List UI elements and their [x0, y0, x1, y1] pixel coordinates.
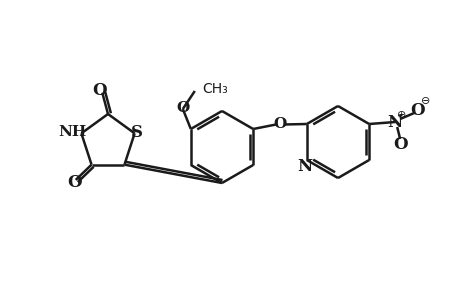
- Text: O: O: [392, 136, 407, 152]
- Text: O: O: [176, 101, 189, 115]
- Text: ⊖: ⊖: [420, 96, 430, 106]
- Text: ⊕: ⊕: [397, 110, 406, 120]
- Text: O: O: [67, 174, 82, 191]
- Text: NH: NH: [58, 125, 86, 139]
- Text: S: S: [130, 124, 142, 141]
- Text: O: O: [409, 101, 424, 118]
- Text: N: N: [297, 158, 312, 175]
- Text: CH₃: CH₃: [202, 82, 227, 96]
- Text: O: O: [92, 82, 106, 99]
- Text: O: O: [273, 116, 286, 130]
- Text: N: N: [387, 113, 402, 130]
